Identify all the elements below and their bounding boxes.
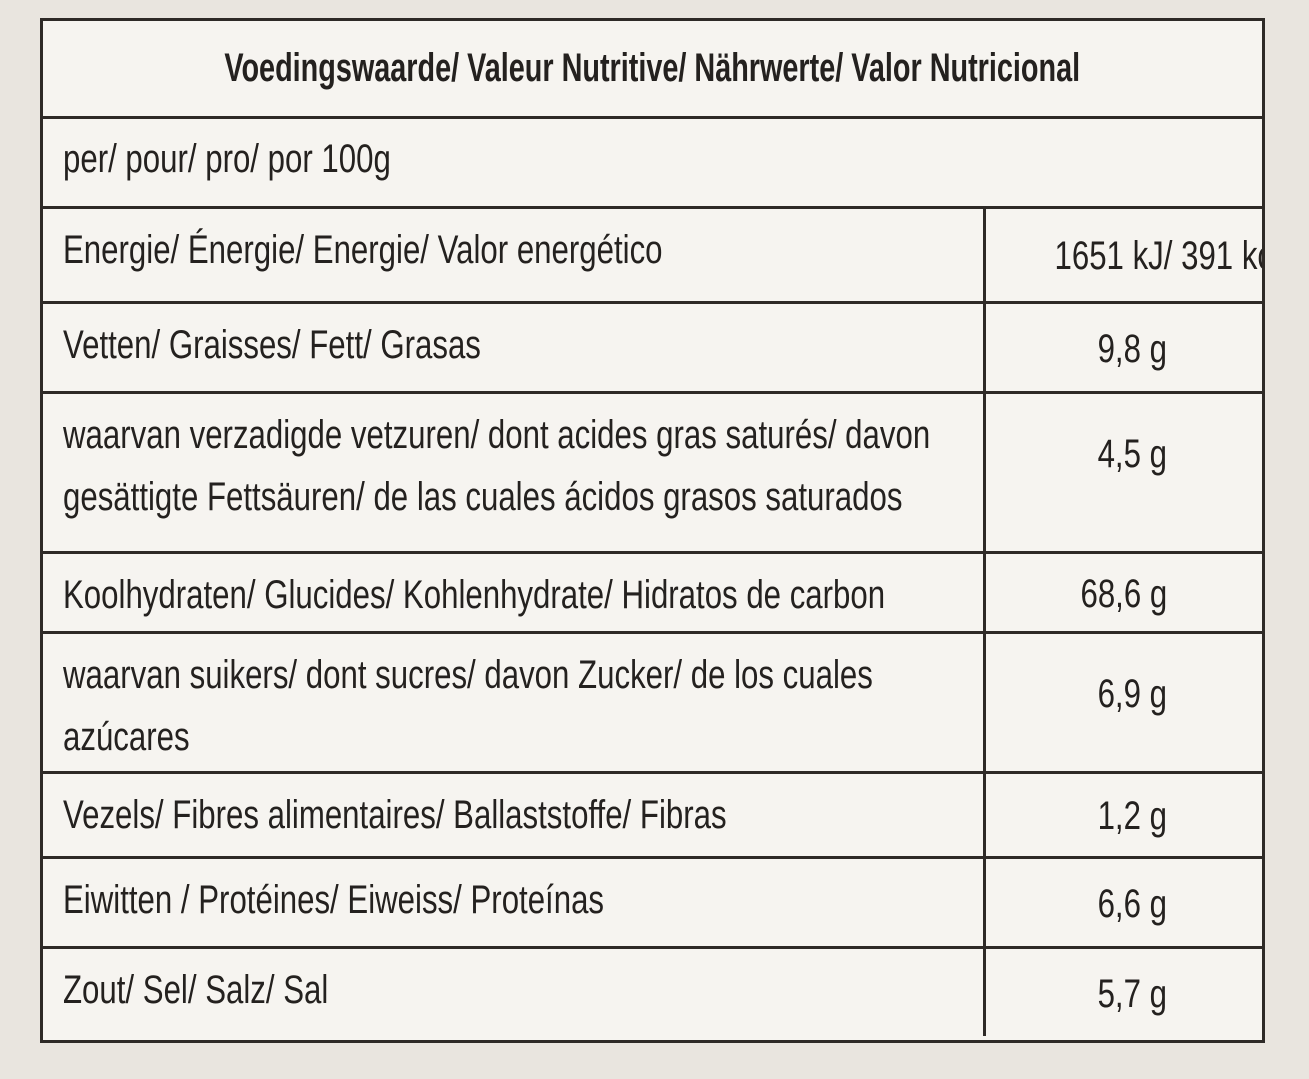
row-value-text: 68,6 g: [1080, 572, 1167, 616]
row-value: 4,5 g: [983, 391, 1262, 551]
table-title: Voedingswaarde/ Valeur Nutritive/ Nährwe…: [224, 46, 1081, 90]
row-value-text: 1651 kJ/ 391 kcal: [1054, 234, 1262, 278]
nutrition-table: Voedingswaarde/ Valeur Nutritive/ Nährwe…: [40, 18, 1265, 1043]
row-label: Vetten/ Graisses/ Fett/ Grasas: [43, 301, 983, 391]
row-label: waarvan suikers/ dont sucres/ davon Zuck…: [43, 631, 983, 771]
subheader-cell: per/ pour/ pro/ por 100g: [43, 116, 1262, 206]
row-value: 9,8 g: [983, 301, 1262, 391]
row-value-text: 6,6 g: [1097, 882, 1167, 926]
row-value-text: 5,7 g: [1097, 972, 1167, 1016]
row-value-text: 9,8 g: [1097, 327, 1167, 371]
row-label-text: waarvan suikers/ dont sucres/ davon Zuck…: [63, 653, 873, 759]
row-label-text: Energie/ Énergie/ Energie/ Valor energét…: [63, 228, 663, 272]
row-label: Vezels/ Fibres alimentaires/ Ballaststof…: [43, 771, 983, 856]
row-label-text: Vezels/ Fibres alimentaires/ Ballaststof…: [63, 793, 727, 837]
row-label-text: Zout/ Sel/ Salz/ Sal: [63, 968, 329, 1012]
row-value-text: 1,2 g: [1097, 794, 1167, 838]
row-value: 1651 kJ/ 391 kcal: [983, 206, 1262, 301]
row-value: 1,2 g: [983, 771, 1262, 856]
row-value-text: 4,5 g: [1097, 432, 1167, 476]
row-label-text: waarvan verzadigde vetzuren/ dont acides…: [63, 413, 931, 519]
row-label: waarvan verzadigde vetzuren/ dont acides…: [43, 391, 983, 551]
row-label: Eiwitten / Protéines/ Eiweiss/ Proteínas: [43, 856, 983, 946]
row-value-text: 6,9 g: [1097, 672, 1167, 716]
row-value: 6,9 g: [983, 631, 1262, 771]
row-label-text: Eiwitten / Protéines/ Eiweiss/ Proteínas: [63, 878, 605, 922]
row-label-text: Koolhydraten/ Glucides/ Kohlenhydrate/ H…: [63, 573, 886, 617]
row-label: Zout/ Sel/ Salz/ Sal: [43, 946, 983, 1036]
row-label: Koolhydraten/ Glucides/ Kohlenhydrate/ H…: [43, 551, 983, 631]
row-label-text: Vetten/ Graisses/ Fett/ Grasas: [63, 323, 481, 367]
row-value: 5,7 g: [983, 946, 1262, 1036]
row-value: 6,6 g: [983, 856, 1262, 946]
subheader: per/ pour/ pro/ por 100g: [63, 137, 391, 181]
row-label: Energie/ Énergie/ Energie/ Valor energét…: [43, 206, 983, 301]
table-title-cell: Voedingswaarde/ Valeur Nutritive/ Nährwe…: [43, 21, 1262, 116]
row-value: 68,6 g: [983, 551, 1262, 631]
